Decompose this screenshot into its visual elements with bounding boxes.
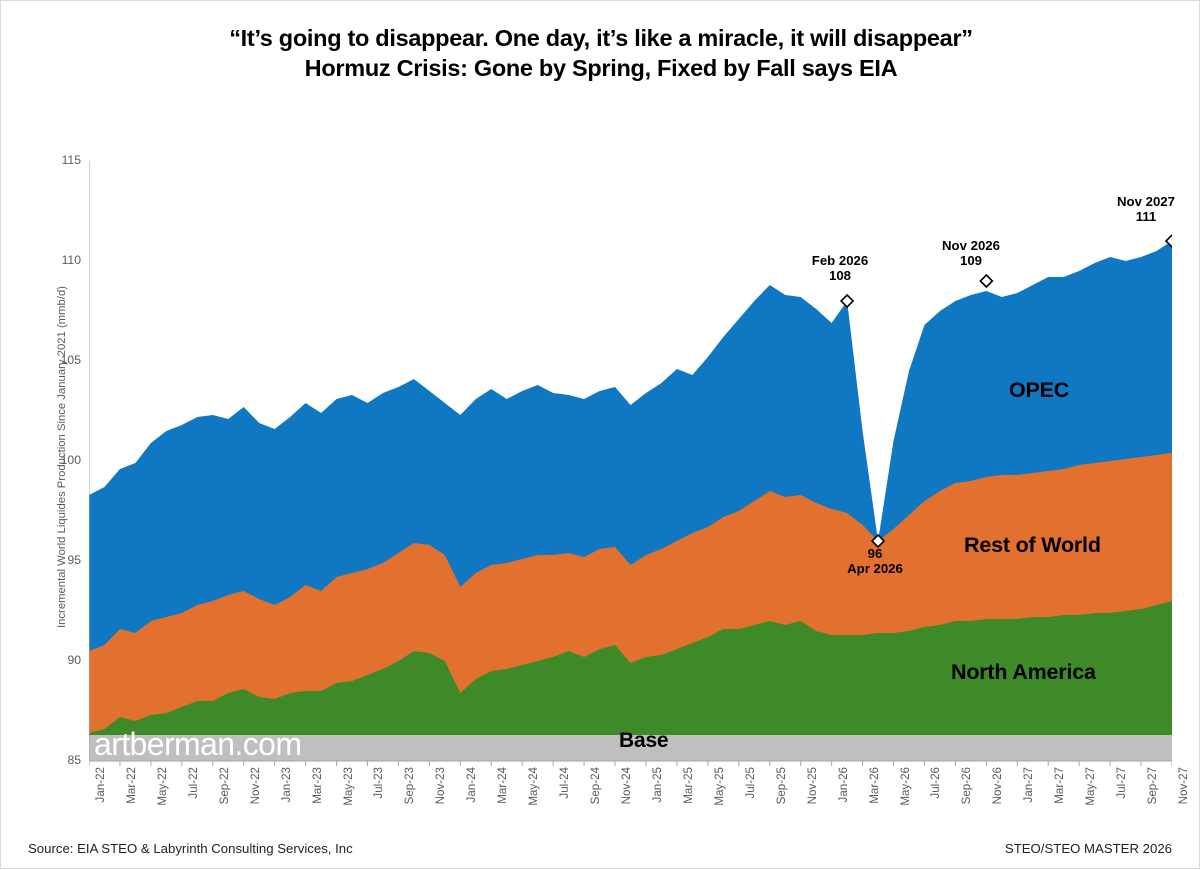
x-tick-jan-26: Jan-26 [836, 767, 850, 803]
title-line-1: “It’s going to disappear. One day, it’s … [229, 25, 973, 51]
annotation-feb-2026-date: Feb 2026 [811, 253, 869, 268]
x-tick-may-23: May-23 [341, 767, 355, 806]
annotation-nov-2027-value: 111 [1135, 208, 1157, 224]
x-tick-jul-26: Jul-26 [929, 767, 943, 799]
marker-feb-26 [839, 293, 855, 309]
x-tick-jan-24: Jan-24 [465, 767, 479, 803]
x-tick-jan-25: Jan-25 [650, 767, 664, 803]
y-tick-90: 90 [67, 653, 81, 667]
x-tick-mar-24: Mar-24 [496, 767, 510, 804]
x-tick-mar-23: Mar-23 [310, 767, 324, 804]
y-tick-115: 115 [61, 153, 81, 167]
x-tick-sep-26: Sep-26 [960, 767, 974, 805]
annotation-apr-2026-date: Apr 2026 [847, 560, 903, 576]
x-tick-mar-27: Mar-27 [1053, 767, 1067, 804]
y-tick-105: 105 [60, 353, 81, 367]
annotation-nov-2026: Nov 2026 109 [909, 238, 1033, 269]
x-tick-jul-24: Jul-24 [558, 767, 572, 799]
marker-nov-26 [979, 273, 994, 289]
x-tick-mar-25: Mar-25 [681, 767, 695, 804]
x-tick-sep-27: Sep-27 [1146, 767, 1160, 805]
x-tick-jul-22: Jul-22 [186, 767, 200, 799]
annotation-feb-2026-value: 108 [828, 267, 851, 283]
y-tick-95: 95 [67, 553, 81, 567]
y-tick-85: 85 [67, 753, 81, 767]
x-tick-may-27: May-27 [1084, 767, 1098, 806]
footer-tag: STEO/STEO MASTER 2026 [1004, 841, 1172, 856]
x-tick-jan-27: Jan-27 [1022, 767, 1036, 803]
x-tick-may-22: May-22 [155, 767, 169, 806]
annotation-feb-2026: Feb 2026 108 [778, 253, 902, 284]
x-tick-may-26: May-26 [898, 767, 912, 806]
x-tick-may-25: May-25 [712, 767, 726, 806]
title-line-2: Hormuz Crisis: Gone by Spring, Fixed by … [304, 55, 898, 82]
x-tick-jul-23: Jul-23 [372, 767, 386, 799]
series-label-opec: OPEC [1009, 378, 1070, 402]
x-tick-jul-27: Jul-27 [1115, 767, 1129, 799]
x-tick-may-24: May-24 [527, 767, 541, 806]
x-axis-ticks: Jan-22 Mar-22 May-22 Jul-22 Sep-22 Nov-22 Jan-… [89, 767, 1190, 837]
x-tick-sep-23: Sep-23 [403, 767, 417, 805]
annotation-nov-2027: Nov 2027 111 [1091, 194, 1200, 225]
area-north-america [89, 601, 1172, 761]
series-label-north-america: North America [951, 660, 1096, 684]
annotation-nov-2027-date: Nov 2027 [1117, 194, 1175, 209]
y-tick-110: 110 [61, 253, 81, 267]
chart-title: “It’s going to disappear. One day, it’s … [1, 23, 1200, 83]
x-tick-jan-23: Jan-23 [279, 767, 293, 803]
x-tick-sep-25: Sep-25 [774, 767, 788, 805]
annotation-nov-2026-value: 109 [959, 252, 982, 268]
plot-area [89, 161, 1172, 766]
x-tick-mar-26: Mar-26 [867, 767, 881, 804]
watermark: artberman.com [94, 726, 302, 762]
x-tick-jul-25: Jul-25 [743, 767, 757, 799]
series-label-rest-of-world: Rest of World [964, 533, 1101, 557]
x-tick-jan-22: Jan-22 [94, 767, 107, 803]
series-label-base: Base [619, 729, 669, 752]
x-tick-nov-27: Nov-27 [1177, 767, 1190, 805]
x-tick-sep-24: Sep-24 [589, 767, 603, 805]
x-tick-sep-22: Sep-22 [217, 767, 231, 805]
annotation-apr-2026-value: 96 [867, 546, 883, 561]
annotation-nov-2026-date: Nov 2026 [942, 238, 1000, 253]
x-tick-nov-24: Nov-24 [620, 767, 634, 805]
x-tick-nov-22: Nov-22 [248, 767, 262, 805]
annotation-apr-2026: 96 Apr 2026 [813, 546, 937, 577]
y-tick-100: 100 [60, 453, 81, 467]
x-tick-nov-25: Nov-25 [805, 767, 819, 805]
x-tick-nov-26: Nov-26 [991, 767, 1005, 805]
marker-nov-27 [1164, 233, 1172, 249]
x-tick-nov-23: Nov-23 [434, 767, 448, 805]
footer-source: Source: EIA STEO & Labyrinth Consulting … [28, 841, 353, 856]
y-axis-title: Incremental World Liquides Production Si… [56, 286, 68, 629]
x-tick-mar-22: Mar-22 [124, 767, 138, 804]
marker-apr-26 [870, 533, 886, 549]
stacked-area-svg [89, 161, 1172, 766]
base-band [89, 735, 1172, 761]
